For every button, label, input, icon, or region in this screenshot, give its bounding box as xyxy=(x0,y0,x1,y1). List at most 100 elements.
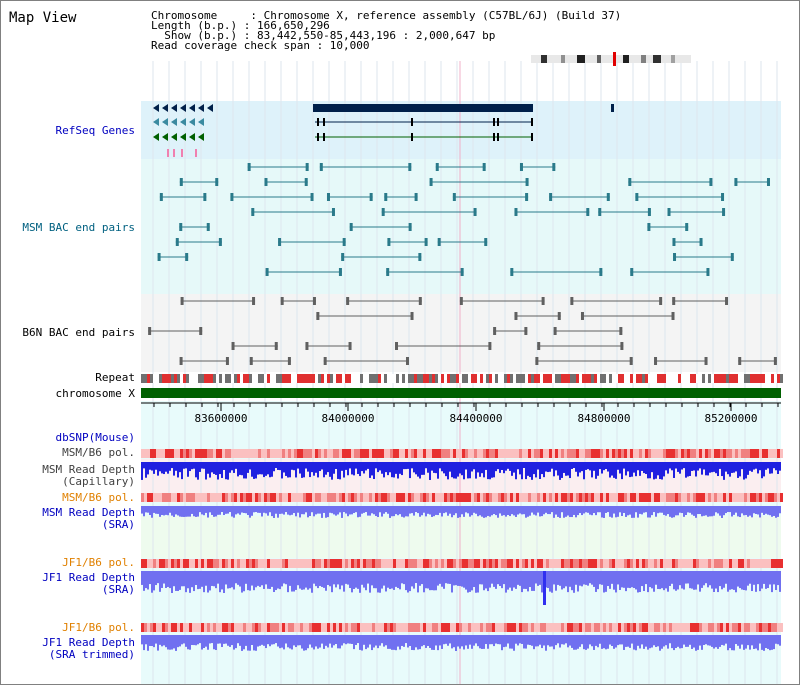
jf1-b6-pol-segment xyxy=(480,559,483,568)
repeat-segment xyxy=(480,374,483,383)
jf1-trimmed-depth-bar xyxy=(311,635,313,648)
msm-bac-pair-end xyxy=(549,193,553,201)
msm-b6-pol-segment xyxy=(453,493,456,502)
msm-b6-pol-segment xyxy=(744,449,747,458)
repeat-segment xyxy=(534,374,537,383)
jf1-sra-depth-bar xyxy=(325,571,327,591)
jf1-b6-pol-segment xyxy=(204,559,207,568)
jf1-sra-depth-bar xyxy=(435,571,437,591)
jf1-b6-pol-segment xyxy=(315,559,318,568)
msm-sra-depth-bar xyxy=(283,506,285,515)
jf1-b6-pol-segment xyxy=(255,623,258,632)
msm-b6-pol-segment xyxy=(606,449,609,458)
jf1-trimmed-depth-bar xyxy=(419,635,421,650)
jf1-b6-pol-segment xyxy=(717,559,720,568)
msm-capillary-depth-bar xyxy=(197,462,199,480)
jf1-b6-pol-segment xyxy=(387,623,390,632)
jf1-b6-pol-segment xyxy=(741,559,744,568)
jf1-b6-pol-segment xyxy=(705,623,708,632)
jf1-b6-pol-segment xyxy=(234,559,237,568)
msm-sra-depth-bar xyxy=(571,506,573,518)
jf1-b6-pol-segment xyxy=(273,559,276,568)
jf1-sra-depth-bar xyxy=(149,571,151,585)
ideogram-band xyxy=(597,55,601,63)
jf1-trimmed-depth-bar xyxy=(691,635,693,649)
msm-sra-depth-bar xyxy=(633,506,635,518)
jf1-sra-depth-bar xyxy=(401,571,403,584)
repeat-segment xyxy=(714,374,717,383)
msm-capillary-depth-bar xyxy=(499,462,501,473)
jf1-b6-pol-segment xyxy=(744,623,747,632)
msm-b6-pol-segment xyxy=(444,449,447,458)
jf1-b6-pol-segment xyxy=(672,623,675,632)
msm-bac-pair-end xyxy=(338,268,342,276)
msm-capillary-depth-bar xyxy=(263,462,265,478)
jf1-b6-pol-segment xyxy=(369,559,372,568)
msm-capillary-depth-bar xyxy=(321,462,323,470)
msm-b6-pol-segment xyxy=(189,449,192,458)
jf1-b6-pol-segment xyxy=(474,623,477,632)
jf1-b6-pol-segment xyxy=(321,623,324,632)
gene-arrow xyxy=(189,104,195,112)
jf1-b6-pol-segment xyxy=(153,559,156,568)
msm-bac-pair-end xyxy=(598,208,602,216)
jf1-b6-pol-segment xyxy=(429,559,432,568)
jf1-sra-depth-bar xyxy=(483,571,485,591)
exon xyxy=(317,118,319,126)
jf1-b6-pol-segment xyxy=(525,559,528,568)
repeat-segment xyxy=(315,374,318,383)
jf1-sra-depth-bar xyxy=(361,571,363,585)
jf1-b6-pol-segment xyxy=(771,623,774,632)
msm-sra-depth-bar xyxy=(673,506,675,518)
repeat-segment xyxy=(312,374,315,383)
exon xyxy=(411,118,413,126)
jf1-b6-pol-segment xyxy=(519,559,522,568)
msm-capillary-depth-bar xyxy=(359,462,361,477)
jf1-trimmed-depth-bar xyxy=(425,635,427,648)
gene-arrow xyxy=(198,104,204,112)
jf1-b6-pol-segment xyxy=(540,559,543,568)
jf1-sra-depth-bar xyxy=(181,571,183,587)
repeat-segment xyxy=(705,374,708,383)
assembly-info: Chromosome : Chromosome X, reference ass… xyxy=(151,10,621,51)
jf1-b6-pol-segment xyxy=(618,623,621,632)
msm-sra-depth-bar xyxy=(531,506,533,513)
jf1-b6-pol-segment xyxy=(576,559,579,568)
repeat-segment xyxy=(381,374,384,383)
jf1-sra-depth-bar xyxy=(671,571,673,584)
jf1-sra-depth-bar xyxy=(235,571,237,584)
msm-bac-pair-end xyxy=(519,163,523,171)
jf1-b6-pol-segment xyxy=(741,623,744,632)
msm-capillary-depth-bar xyxy=(369,462,371,478)
msm-b6-pol-segment xyxy=(438,493,441,502)
msm-sra-depth-bar xyxy=(317,506,319,514)
msm-sra-depth-bar xyxy=(329,506,331,513)
msm-capillary-depth-bar xyxy=(461,462,463,476)
msm-capillary-depth-bar xyxy=(731,462,733,473)
msm-sra-depth-bar xyxy=(325,506,327,518)
jf1-read-depth-trimmed-label: JF1 Read Depth (SRA trimmed) xyxy=(42,637,135,661)
msm-b6-pol-segment xyxy=(585,493,588,502)
jf1-trimmed-depth-bar xyxy=(273,635,275,645)
msm-b6-pol-segment xyxy=(774,449,777,458)
msm-b6-pol-segment xyxy=(705,449,708,458)
b6n-bac-pair-end xyxy=(524,327,528,335)
jf1-sra-depth-bar xyxy=(495,571,497,589)
jf1-b6-pol-segment xyxy=(447,623,450,632)
msm-bac-pair-end xyxy=(218,238,222,246)
b6n-bac-end-pairs-label[interactable]: B6N BAC end pairs xyxy=(22,326,135,339)
msm-capillary-depth-bar xyxy=(741,462,743,470)
msm-capillary-depth-bar xyxy=(275,462,277,469)
dbsnp-label[interactable]: dbSNP(Mouse) xyxy=(55,431,135,444)
msm-bac-end-pairs-label[interactable]: MSM BAC end pairs xyxy=(22,221,135,234)
msm-capillary-depth-bar xyxy=(271,462,273,477)
msm-sra-depth-bar xyxy=(211,506,213,515)
msm-b6-pol-segment xyxy=(594,449,597,458)
jf1-sra-depth-bar xyxy=(553,571,555,585)
msm-sra-depth-bar xyxy=(747,506,749,517)
msm-capillary-depth-bar xyxy=(611,462,613,476)
msm-b6-pol-segment xyxy=(585,449,588,458)
refseq-genes-label[interactable]: RefSeq Genes xyxy=(55,124,135,137)
